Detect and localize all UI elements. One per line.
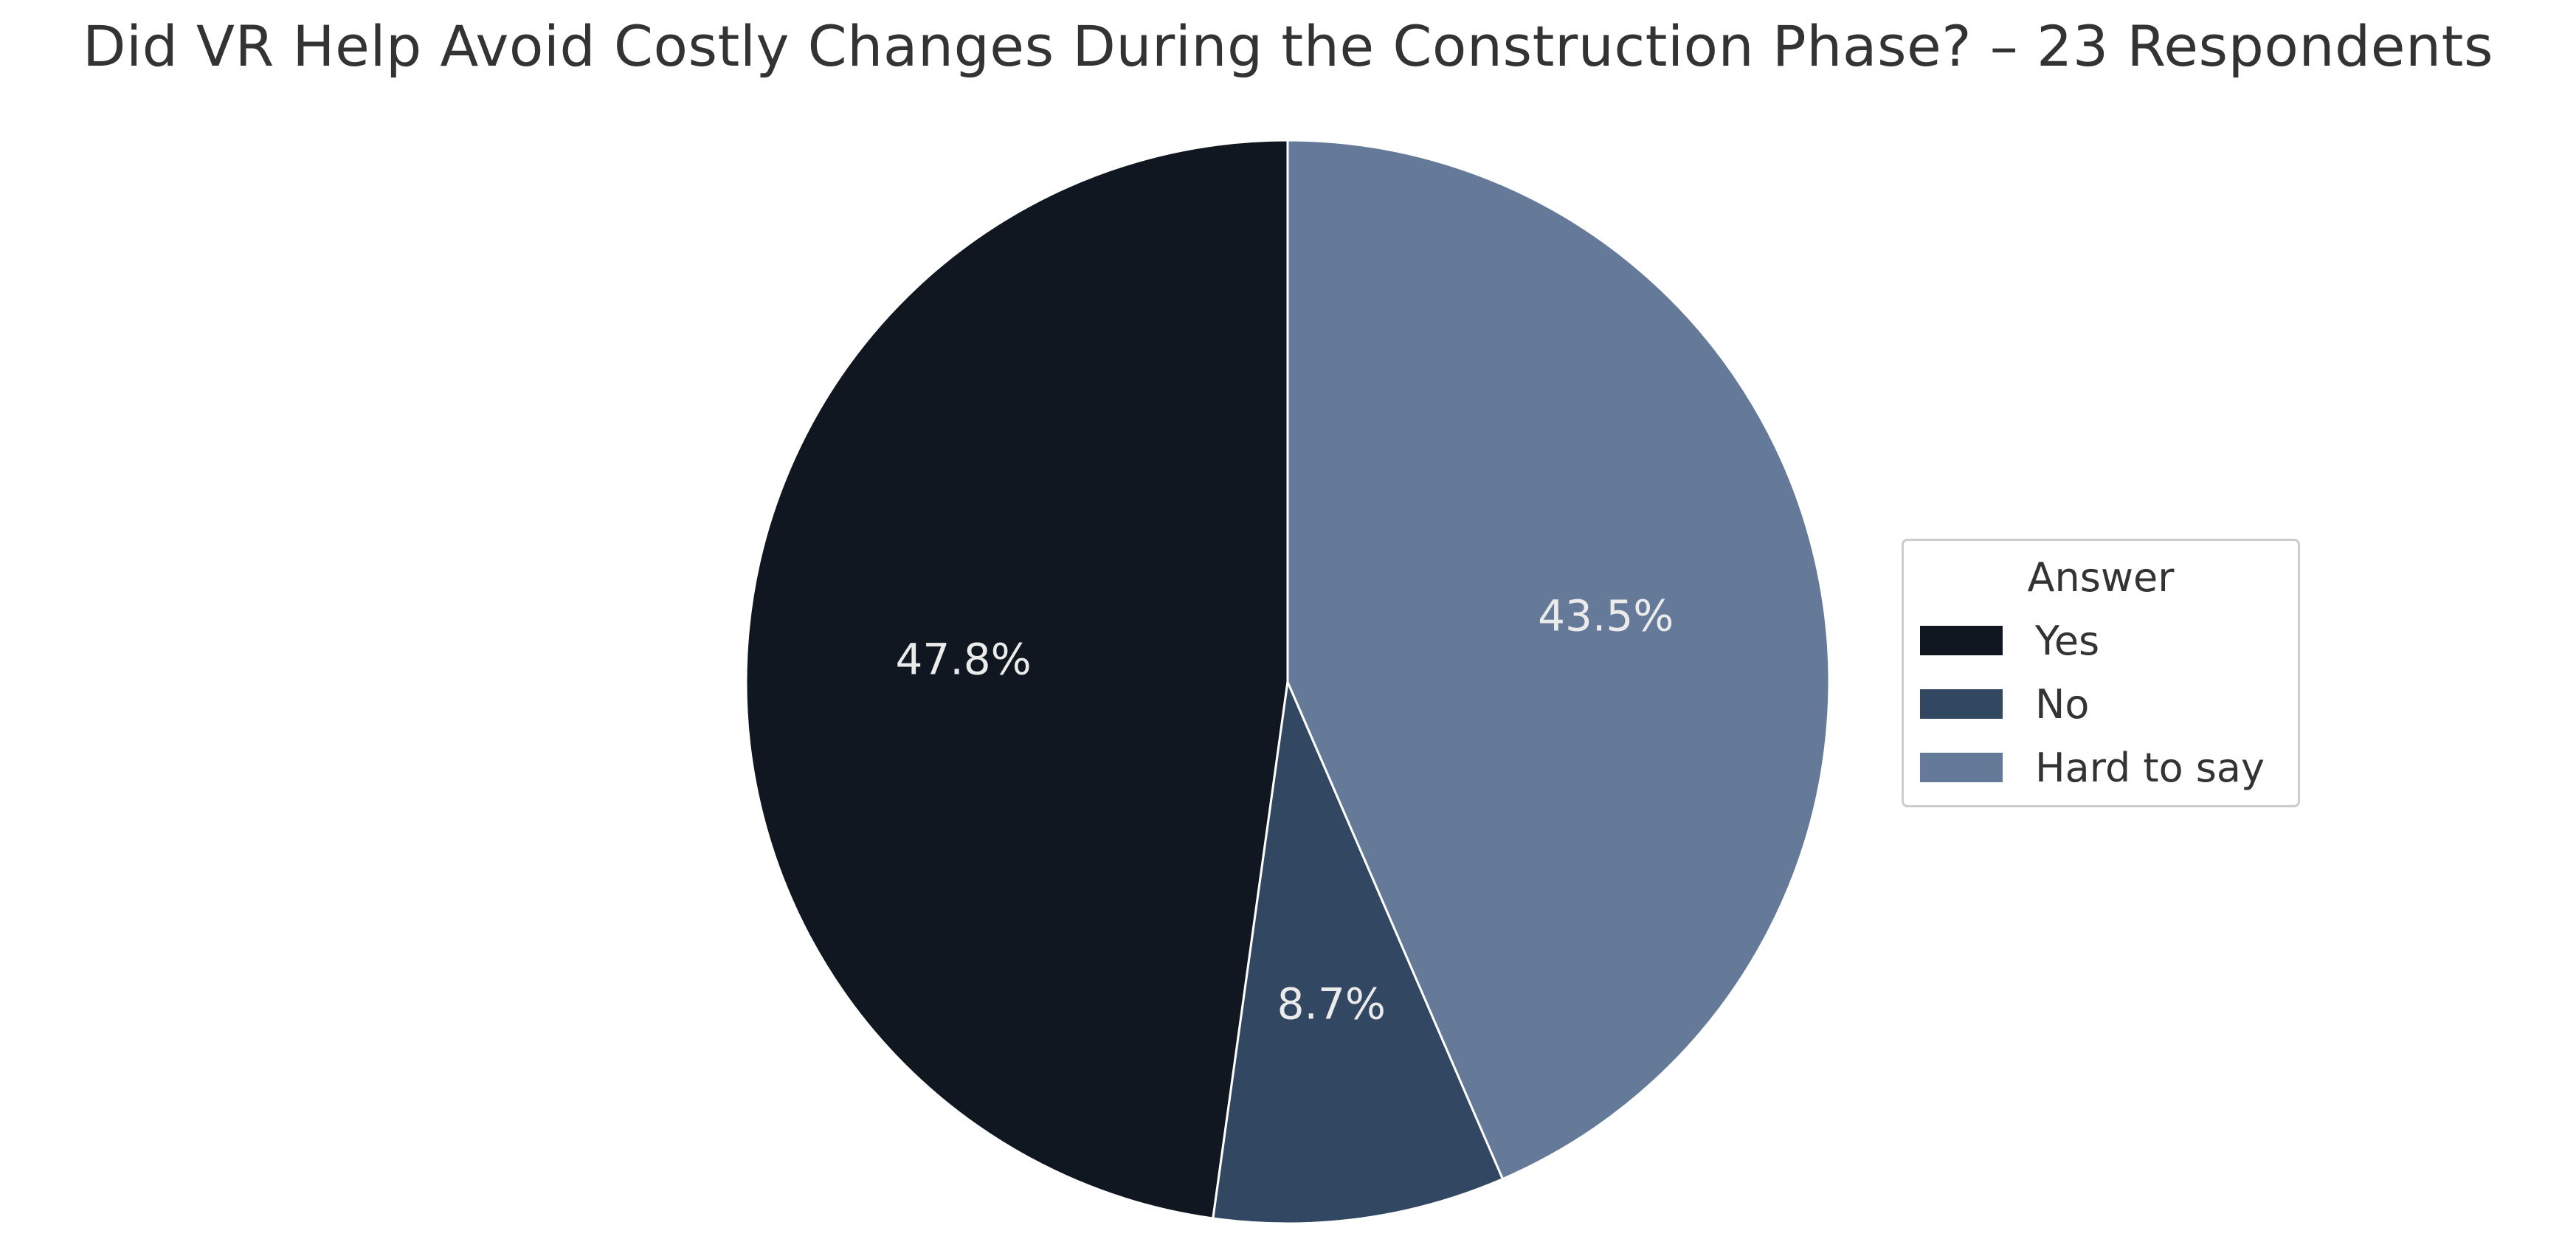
legend-label-yes: Yes — [2035, 617, 2100, 664]
legend-label-hard-to-say: Hard to say — [2035, 744, 2265, 791]
legend-swatch-no — [1920, 689, 2003, 719]
legend-entry-yes: Yes — [1920, 615, 2099, 666]
legend-swatch-hard-to-say — [1920, 753, 2003, 782]
slice-value-label-no: 8.7% — [1277, 979, 1386, 1029]
chart-title: Did VR Help Avoid Costly Changes During … — [82, 13, 2494, 79]
legend: Answer Yes No Hard to say — [1902, 539, 2300, 807]
legend-entry-hard-to-say: Hard to say — [1920, 742, 2265, 793]
legend-swatch-yes — [1920, 626, 2003, 655]
pie-slice-hard-to-say — [1286, 139, 1831, 1181]
legend-title: Answer — [2027, 554, 2175, 601]
pie-value-labels: 47.8% 8.7% 43.5% — [896, 591, 1674, 1029]
slice-value-label-hard-to-say: 43.5% — [1538, 591, 1674, 641]
pie-slice-yes — [745, 139, 1289, 1220]
pie-slice-no — [1212, 677, 1505, 1225]
pie-slices — [745, 139, 1831, 1225]
legend-entry-no: No — [1920, 678, 2089, 730]
slice-value-label-yes: 47.8% — [896, 635, 1032, 685]
legend-label-no: No — [2035, 680, 2090, 728]
